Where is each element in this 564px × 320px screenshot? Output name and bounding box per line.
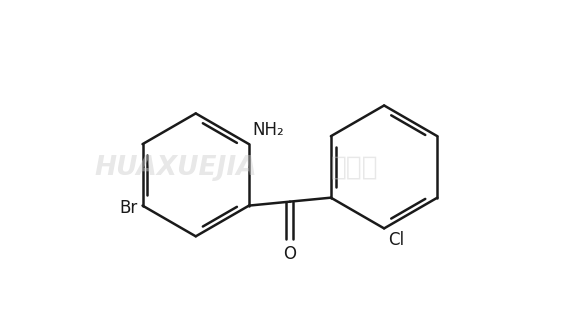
Text: 化学加: 化学加 [331, 155, 378, 181]
Text: NH₂: NH₂ [252, 121, 284, 139]
Text: HUAXUEJIA: HUAXUEJIA [95, 155, 257, 181]
Text: Br: Br [120, 199, 138, 217]
Text: O: O [284, 245, 297, 263]
Text: Cl: Cl [388, 231, 404, 249]
